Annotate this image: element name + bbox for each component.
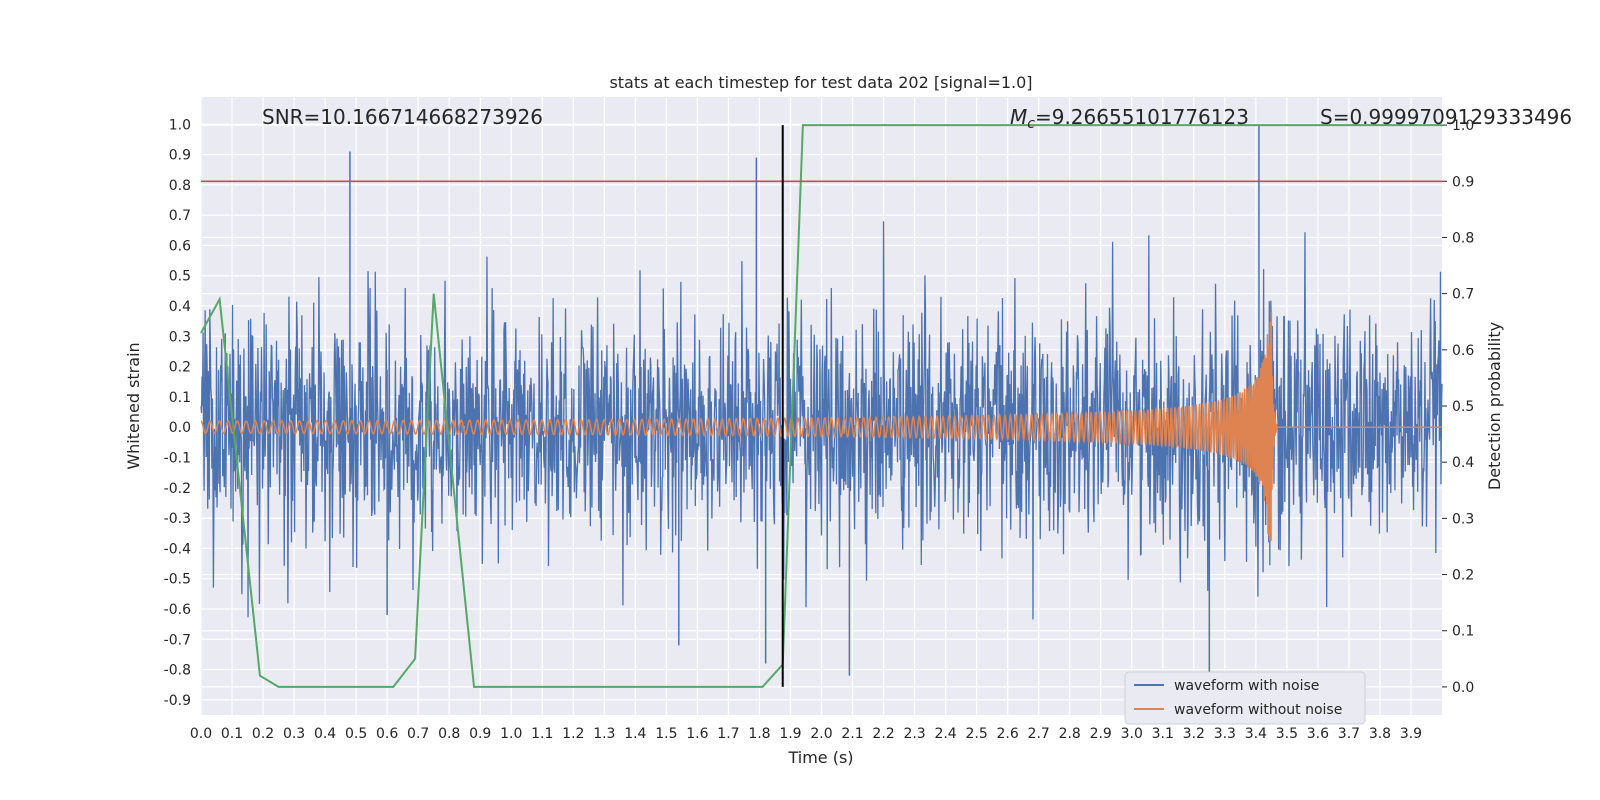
x-tick-label: 3.8: [1369, 726, 1391, 742]
x-tick-label: 3.1: [1152, 726, 1174, 742]
x-tick-label: 0.7: [407, 726, 429, 742]
y-tick-label-left: 0.5: [169, 269, 191, 285]
x-tick-label: 1.8: [748, 726, 770, 742]
x-tick-label: 0.3: [283, 726, 305, 742]
legend-label-noise: waveform with noise: [1174, 678, 1319, 694]
y-tick-label-right: 0.2: [1452, 568, 1474, 584]
x-tick-label: 3.0: [1121, 726, 1143, 742]
y-tick-label-left: -0.7: [164, 632, 191, 648]
x-tick-label: 0.5: [345, 726, 367, 742]
x-tick-label: 3.9: [1400, 726, 1422, 742]
line-waveform-without-noise: [200, 312, 1442, 542]
x-tick-label: 0.6: [376, 726, 398, 742]
annotation-s: S=0.9999709129333496: [1320, 105, 1572, 129]
x-tick-label: 1.7: [717, 726, 739, 742]
x-tick-label: 1.0: [500, 726, 522, 742]
legend-label-clean: waveform without noise: [1174, 702, 1342, 718]
y-ticks-right: 1.0 0.9 0.8 0.7 0.6 0.5 0.4 0.3 0.2 0.1 0.0: [1442, 118, 1474, 696]
x-tick-label: 0.4: [314, 726, 336, 742]
legend-box: [1124, 671, 1366, 725]
y-tick-label-right: 0.5: [1452, 399, 1474, 415]
x-tick-label: 2.8: [1059, 726, 1081, 742]
x-tick-label: 0.2: [252, 726, 274, 742]
y-tick-label-left: 0.0: [169, 420, 191, 436]
x-tick-label: 3.4: [1245, 726, 1267, 742]
y-tick-label-right: 1.0: [1452, 118, 1474, 134]
x-axis-label: Time (s): [787, 748, 853, 767]
y-tick-label-left: -0.9: [164, 693, 191, 709]
annotation-mc-subscript: c: [1027, 116, 1035, 132]
x-tick-label: 2.0: [810, 726, 832, 742]
x-tick-label: 2.6: [997, 726, 1019, 742]
x-tick-label: 1.5: [655, 726, 677, 742]
chart-title: stats at each timestep for test data 202…: [609, 73, 1032, 92]
y-ticks-left: 1.0 0.9 0.8 0.7 0.6 0.5 0.4 0.3 0.2 0.1 0.0 -0.1 -0.…: [164, 117, 191, 709]
y-axis-label-right: Detection probability: [1485, 322, 1504, 490]
x-tick-label: 0.8: [438, 726, 460, 742]
x-tick-label: 2.7: [1028, 726, 1050, 742]
y-tick-label-right: 0.0: [1452, 680, 1474, 696]
x-ticks: 0.0 0.1 0.2 0.3 0.4 0.5 0.6 0.7 0.8 0.9 1.0 1.1 1.2 1…: [190, 726, 1422, 742]
y-tick-label-left: -0.6: [164, 602, 191, 618]
y-tick-label-right: 0.7: [1452, 287, 1474, 303]
x-tick-label: 3.2: [1183, 726, 1205, 742]
series-waveform-without-noise: [200, 312, 1442, 542]
legend: waveform with noise waveform without noi…: [1124, 671, 1366, 725]
y-tick-label-left: 0.7: [169, 208, 191, 224]
y-tick-label-right: 0.8: [1452, 230, 1474, 246]
y-tick-label-left: -0.3: [164, 511, 191, 527]
x-tick-label: 2.4: [934, 726, 956, 742]
x-tick-label: 1.4: [624, 726, 646, 742]
y-tick-label-left: 1.0: [169, 117, 191, 133]
x-tick-label: 1.2: [562, 726, 584, 742]
y-tick-label-left: -0.5: [164, 572, 191, 588]
x-tick-label: 2.5: [965, 726, 987, 742]
annotation-mc: Mc=9.26655101776123: [1010, 105, 1249, 132]
y-tick-label-left: 0.4: [169, 299, 191, 315]
x-tick-label: 2.2: [872, 726, 894, 742]
y-tick-label-left: -0.2: [164, 481, 191, 497]
x-tick-label: 1.6: [686, 726, 708, 742]
y-tick-label-right: 0.4: [1452, 455, 1474, 471]
x-tick-label: 3.7: [1338, 726, 1360, 742]
y-tick-label-right: 0.6: [1452, 343, 1474, 359]
x-tick-label: 3.5: [1276, 726, 1298, 742]
y-tick-label-left: 0.6: [169, 238, 191, 254]
y-tick-label-left: 0.1: [169, 390, 191, 406]
x-tick-label: 2.9: [1090, 726, 1112, 742]
y-tick-label-left: -0.8: [164, 663, 191, 679]
grid: [200, 97, 1442, 715]
x-tick-label: 2.3: [903, 726, 925, 742]
x-tick-label: 0.9: [469, 726, 491, 742]
y-tick-label-left: -0.4: [164, 541, 191, 557]
x-tick-label: 1.1: [531, 726, 553, 742]
x-tick-label: 3.3: [1214, 726, 1236, 742]
x-tick-label: 0.0: [190, 726, 212, 742]
x-tick-label: 3.6: [1307, 726, 1329, 742]
y-tick-label-left: 0.3: [169, 329, 191, 345]
y-tick-label-left: -0.1: [164, 451, 191, 467]
y-tick-label-right: 0.9: [1452, 174, 1474, 190]
markers: [201, 125, 1442, 687]
x-tick-label: 0.1: [221, 726, 243, 742]
y-tick-label-left: 0.9: [169, 148, 191, 164]
x-tick-label: 1.3: [593, 726, 615, 742]
y-axis-label-left: Whitened strain: [124, 342, 143, 469]
y-tick-label-right: 0.1: [1452, 624, 1474, 640]
annotation-snr: SNR=10.166714668273926: [262, 105, 543, 129]
annotation-mc-value: =9.26655101776123: [1035, 105, 1249, 129]
x-tick-label: 1.9: [779, 726, 801, 742]
x-tick-label: 2.1: [841, 726, 863, 742]
y-tick-label-left: 0.2: [169, 360, 191, 376]
y-tick-label-right: 0.3: [1452, 511, 1474, 527]
y-tick-label-left: 0.8: [169, 178, 191, 194]
annotation-mc-symbol: M: [1010, 105, 1027, 129]
